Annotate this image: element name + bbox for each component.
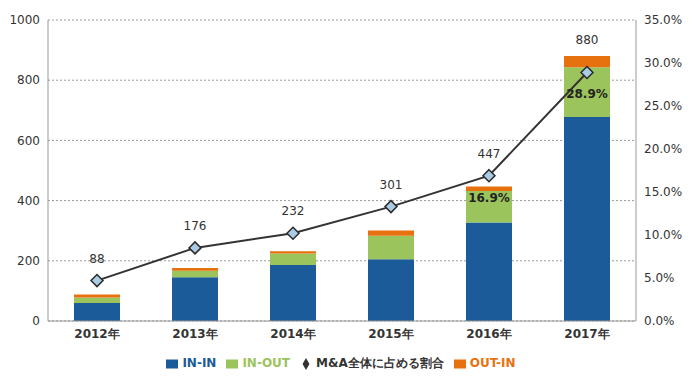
svg-text:2015年: 2015年: [368, 327, 413, 341]
svg-text:2012年: 2012年: [74, 327, 119, 341]
svg-text:880: 880: [576, 33, 599, 47]
svg-text:232: 232: [282, 204, 305, 218]
svg-text:1000: 1000: [9, 13, 40, 27]
html-text:M&A全体に占める割合: M&A全体に占める割合: [316, 356, 444, 370]
html-text:IN-OUT: IN-OUT: [242, 356, 290, 370]
svg-text:400: 400: [17, 194, 40, 208]
svg-text:28.9%: 28.9%: [566, 87, 608, 101]
svg-text:2013年: 2013年: [172, 327, 217, 341]
svg-text:800: 800: [17, 73, 40, 87]
svg-text:2016年: 2016年: [466, 327, 511, 341]
svg-text:30.0%: 30.0%: [644, 56, 682, 70]
svg-text:176: 176: [184, 219, 207, 233]
html-text:OUT-IN: OUT-IN: [469, 356, 516, 370]
svg-text:88: 88: [89, 252, 104, 266]
html-text:IN-IN: IN-IN: [182, 356, 217, 370]
svg-text:0: 0: [32, 314, 40, 328]
svg-text:20.0%: 20.0%: [644, 142, 682, 156]
svg-text:600: 600: [17, 134, 40, 148]
svg-text:10.0%: 10.0%: [644, 228, 682, 242]
svg-text:16.9%: 16.9%: [468, 191, 510, 205]
svg-text:301: 301: [380, 178, 403, 192]
svg-text:0.0%: 0.0%: [644, 314, 675, 328]
svg-text:447: 447: [478, 147, 501, 161]
svg-text:25.0%: 25.0%: [644, 99, 682, 113]
svg-text:2014年: 2014年: [270, 327, 315, 341]
svg-text:15.0%: 15.0%: [644, 185, 682, 199]
svg-text:200: 200: [17, 254, 40, 268]
svg-text:2017年: 2017年: [564, 327, 609, 341]
svg-text:35.0%: 35.0%: [644, 13, 682, 27]
svg-text:5.0%: 5.0%: [644, 271, 675, 285]
